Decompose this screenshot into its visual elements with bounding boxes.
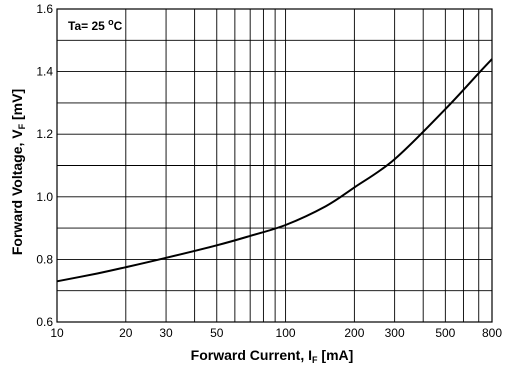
temperature-annotation: Ta= 25 oC (68, 17, 123, 33)
x-tick-label: 10 (50, 326, 64, 340)
y-tick-label: 0.8 (36, 252, 53, 266)
x-tick-label: 800 (482, 326, 502, 340)
y-axis-label-main: Forward Voltage, V (9, 129, 25, 255)
x-axis-label-sub: F (312, 355, 318, 365)
y-tick-label: 1.2 (36, 127, 53, 141)
grid (57, 9, 492, 322)
forward-voltage-curve (56, 58, 493, 283)
annotation-text: Ta= 25 (68, 19, 108, 33)
x-tick-labels: 10 20 30 50 100 200 300 500 800 (50, 326, 502, 340)
x-tick-label: 100 (276, 326, 296, 340)
y-axis-label-sub: F (17, 123, 27, 129)
annotation-degree: o (108, 17, 114, 27)
plot-frame (56, 8, 493, 323)
y-axis-label-unit: [mV] (9, 89, 25, 124)
y-tick-label: 0.6 (36, 315, 53, 329)
x-axis-label-unit: [mA] (318, 347, 354, 363)
series-layer (56, 58, 493, 283)
annotation-unit: C (114, 19, 123, 33)
x-tick-label: 50 (210, 326, 224, 340)
y-axis-label: Forward Voltage, VF [mV] (9, 89, 27, 255)
y-tick-label: 1.0 (36, 190, 53, 204)
x-tick-label: 20 (119, 326, 133, 340)
x-axis-label-main: Forward Current, I (191, 347, 312, 363)
x-tick-label: 300 (385, 326, 405, 340)
y-tick-labels: 0.6 0.8 1.0 1.2 1.4 1.6 (36, 2, 53, 329)
x-tick-label: 200 (344, 326, 364, 340)
x-tick-label: 500 (435, 326, 455, 340)
y-tick-label: 1.6 (36, 2, 53, 16)
y-tick-label: 1.4 (36, 65, 53, 79)
x-tick-label: 30 (159, 326, 173, 340)
x-axis-label: Forward Current, IF [mA] (191, 347, 354, 365)
